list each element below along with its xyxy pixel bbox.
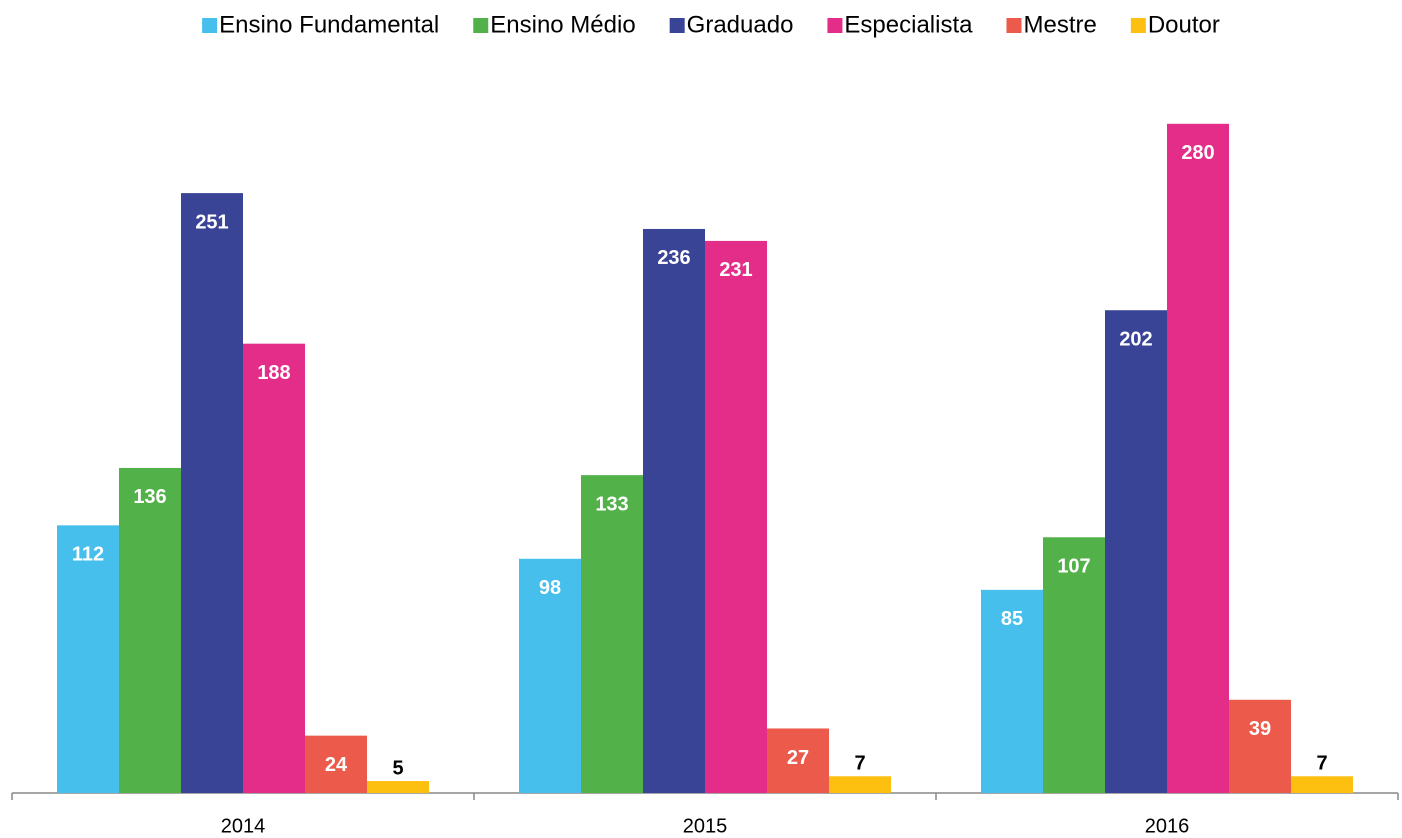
x-tick-label: 2016 bbox=[1145, 815, 1190, 837]
bar bbox=[1043, 537, 1105, 793]
bar bbox=[981, 589, 1043, 793]
legend-label: Especialista bbox=[844, 11, 973, 38]
legend-swatch bbox=[473, 18, 489, 33]
bar bbox=[581, 475, 643, 793]
bar bbox=[57, 525, 119, 793]
data-label: 202 bbox=[1119, 329, 1152, 351]
data-label: 5 bbox=[392, 757, 403, 779]
legend-swatch bbox=[202, 18, 218, 33]
data-label: 7 bbox=[854, 753, 865, 775]
bar bbox=[181, 193, 243, 794]
legend-label: Doutor bbox=[1148, 11, 1220, 38]
x-tick-label: 2014 bbox=[221, 815, 266, 837]
bar bbox=[829, 776, 891, 793]
legend-swatch bbox=[1006, 18, 1022, 33]
bar bbox=[1167, 123, 1229, 794]
legend-label: Ensino Médio bbox=[490, 11, 635, 38]
bar bbox=[767, 728, 829, 793]
data-label: 39 bbox=[1249, 718, 1271, 740]
bar bbox=[1105, 310, 1167, 793]
legend-swatch bbox=[1130, 18, 1146, 33]
data-label: 7 bbox=[1316, 753, 1327, 775]
bar bbox=[367, 781, 429, 793]
data-label: 236 bbox=[657, 247, 690, 269]
data-label: 133 bbox=[595, 493, 628, 515]
legend-label: Ensino Fundamental bbox=[219, 11, 439, 38]
data-label: 107 bbox=[1057, 556, 1090, 578]
x-tick-label: 2015 bbox=[683, 815, 728, 837]
data-label: 231 bbox=[719, 259, 752, 281]
data-label: 280 bbox=[1181, 142, 1214, 164]
legend-swatch bbox=[827, 18, 843, 33]
bar bbox=[305, 735, 367, 793]
data-label: 112 bbox=[72, 544, 104, 566]
bar bbox=[243, 343, 305, 793]
data-label: 85 bbox=[1001, 608, 1023, 630]
legend-label: Mestre bbox=[1023, 11, 1096, 38]
data-label: 24 bbox=[325, 754, 348, 776]
legend-swatch bbox=[669, 18, 685, 33]
bar bbox=[519, 558, 581, 793]
data-label: 27 bbox=[787, 747, 809, 769]
data-label: 251 bbox=[195, 211, 228, 233]
bar bbox=[1229, 699, 1291, 793]
legend-label: Graduado bbox=[687, 11, 794, 38]
data-label: 136 bbox=[133, 486, 166, 508]
bar bbox=[119, 467, 181, 793]
data-label: 98 bbox=[539, 577, 561, 599]
data-label: 188 bbox=[257, 362, 290, 384]
bar bbox=[643, 228, 705, 793]
bar bbox=[705, 240, 767, 793]
bar bbox=[1291, 776, 1353, 793]
